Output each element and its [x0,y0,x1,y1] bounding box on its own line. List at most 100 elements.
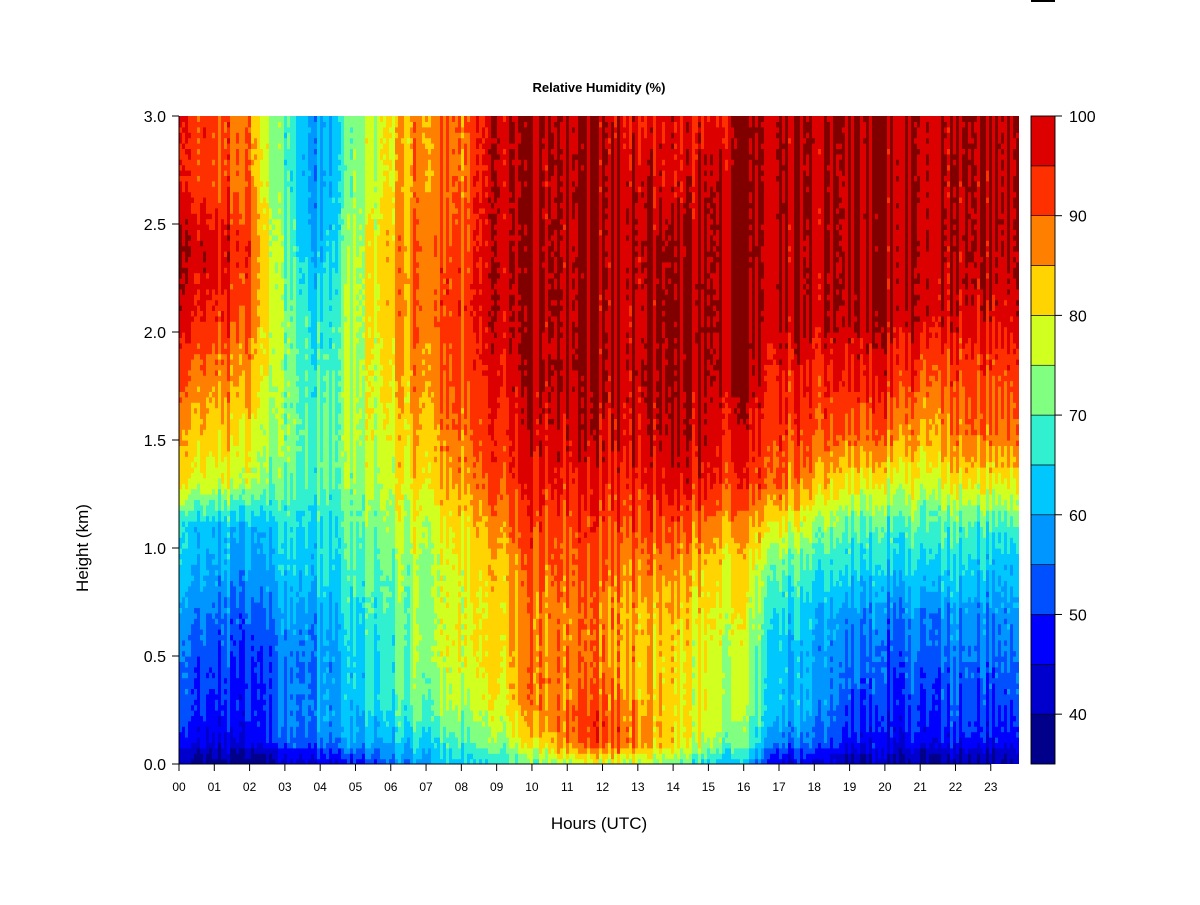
heatmap-cell [182,753,186,760]
heatmap-cell [194,515,198,522]
heatmap-cell [215,488,219,495]
heatmap-cell [206,494,210,500]
heatmap-cell [215,510,219,517]
heatmap-cell [239,710,243,716]
heatmap-cell [182,342,186,349]
heatmap-cell [221,677,225,684]
heatmap-cell [191,758,195,764]
heatmap-cell [209,450,213,457]
heatmap-cell [212,607,216,614]
heatmap-cell [200,305,204,311]
heatmap-cell [179,731,183,738]
heatmap-cell [221,278,225,284]
heatmap-cell [188,537,192,544]
heatmap-cell [182,542,186,549]
heatmap-cell [233,731,237,738]
heatmap-cell [224,337,228,344]
heatmap-cell [191,618,195,625]
heatmap-cell [221,407,225,414]
heatmap-cell [242,569,246,576]
heatmap-cell [179,558,183,565]
heatmap-cell [191,418,195,425]
heatmap-cell [221,720,225,727]
heatmap-cell [230,456,234,463]
heatmap-cell [194,731,198,738]
heatmap-cell [239,186,243,193]
heatmap-cell [179,720,183,727]
heatmap-cell [227,278,231,284]
heatmap-cell [236,456,240,463]
heatmap-cell [233,234,237,241]
heatmap-cell [230,612,234,619]
heatmap-cell [215,191,219,198]
heatmap-cell [203,126,207,133]
heatmap-cell [188,504,192,511]
heatmap-cell [227,402,231,409]
heatmap-cell [224,456,228,463]
heatmap-cell [209,483,213,490]
heatmap-cell [203,294,207,301]
heatmap-cell [209,704,213,711]
heatmap-cell [227,666,231,673]
heatmap-cell [209,585,213,592]
heatmap-cell [239,672,243,679]
heatmap-cell [239,450,243,457]
heatmap-cell [230,591,234,598]
heatmap-cell [185,315,189,322]
heatmap-cell [227,375,231,382]
heatmap-cell [200,245,204,252]
heatmap-cell [233,715,237,722]
heatmap-cell [182,429,186,436]
heatmap-cell [230,526,234,533]
heatmap-cell [224,429,228,436]
heatmap-cell [227,677,231,684]
heatmap-cell [185,515,189,522]
heatmap-cell [191,450,195,457]
heatmap-cell [182,380,186,387]
heatmap-cell [230,521,234,527]
heatmap-cell [218,434,222,441]
heatmap-cell [206,288,210,295]
heatmap-cell [200,337,204,344]
heatmap-cell [194,137,198,144]
heatmap-cell [242,683,246,689]
heatmap-cell [236,126,240,133]
heatmap-cell [209,440,213,446]
heatmap-cell [239,553,243,560]
heatmap-cell [191,342,195,349]
heatmap-cell [197,461,201,468]
heatmap-cell [206,742,210,749]
heatmap-cell [206,737,210,743]
heatmap-cell [218,558,222,565]
heatmap-cell [191,753,195,760]
heatmap-cell [227,251,231,257]
heatmap-cell [212,213,216,220]
heatmap-cell [224,569,228,576]
heatmap-cell [230,467,234,473]
heatmap-cell [218,639,222,646]
heatmap-cell [212,305,216,311]
heatmap-cell [206,305,210,311]
heatmap-cell [194,305,198,311]
heatmap-cell [185,213,189,220]
heatmap-cell [218,429,222,436]
heatmap-cell [200,229,204,236]
heatmap-cell [242,737,246,743]
heatmap-cell [212,553,216,560]
heatmap-cell [206,467,210,473]
heatmap-cell [227,245,231,252]
heatmap-cell [203,585,207,592]
heatmap-cell [239,494,243,500]
heatmap-cell [197,423,201,430]
heatmap-cell [221,747,225,754]
heatmap-cell [227,137,231,144]
heatmap-cell [242,666,246,673]
heatmap-cell [182,742,186,749]
heatmap-cell [236,645,240,652]
heatmap-cell [191,612,195,619]
heatmap-cell [191,645,195,652]
heatmap-cell [203,526,207,533]
heatmap-cell [203,542,207,549]
heatmap-cell [179,467,183,473]
heatmap-cell [179,423,183,430]
